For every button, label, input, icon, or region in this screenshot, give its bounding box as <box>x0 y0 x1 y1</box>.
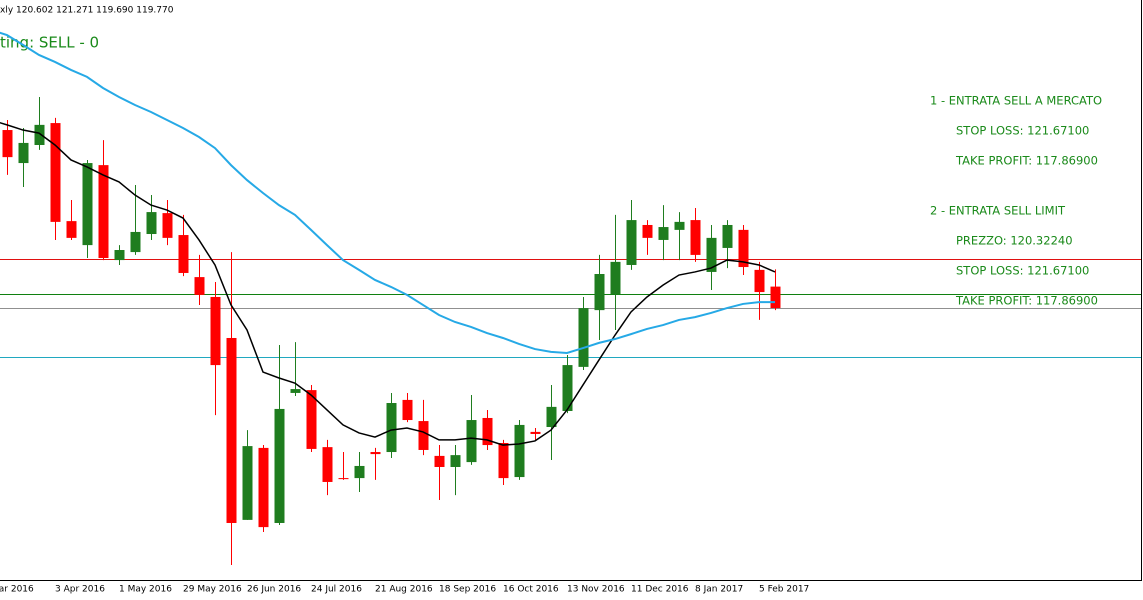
candle-body <box>258 447 269 528</box>
candle-body <box>306 390 317 449</box>
annotation-title: 2 - ENTRATA SELL LIMIT <box>930 204 1066 218</box>
candle-body <box>418 421 429 450</box>
candle-body <box>386 403 397 453</box>
candle-body <box>514 424 525 478</box>
candle-body <box>34 124 45 145</box>
annotation-title: 1 - ENTRATA SELL A MERCATO <box>930 94 1102 108</box>
candle-body <box>338 478 349 480</box>
candle-body <box>450 455 461 467</box>
candle-body <box>706 237 717 272</box>
x-tick-label: 16 Oct 2016 <box>503 585 559 595</box>
candle-body <box>626 220 637 265</box>
candle-body <box>690 220 701 255</box>
candle-body <box>290 389 301 393</box>
annotation-item: TAKE PROFIT: 117.86900 <box>955 154 1098 168</box>
x-tick-label: 18 Sep 2016 <box>439 585 496 595</box>
x-tick-label: 13 Nov 2016 <box>567 585 625 595</box>
candle-body <box>770 286 781 309</box>
candle-body <box>562 365 573 412</box>
candle-body <box>18 142 29 164</box>
x-tick-label: 3 Apr 2016 <box>55 585 105 595</box>
x-tick-label: 21 Aug 2016 <box>375 585 433 595</box>
annotation-item: STOP LOSS: 121.67100 <box>956 124 1089 138</box>
candle-body <box>130 231 141 253</box>
candle-body <box>226 337 237 523</box>
candle-body <box>498 442 509 479</box>
candle-body <box>658 227 669 240</box>
annotation-item: PREZZO: 120.32240 <box>956 234 1073 248</box>
candle-body <box>2 130 13 158</box>
candle-body <box>242 446 253 520</box>
x-tick-label: 11 Dec 2016 <box>631 585 689 595</box>
signal-text: ting: SELL - 0 <box>0 34 99 52</box>
candle-body <box>178 235 189 273</box>
x-tick-label: 5 Feb 2017 <box>759 585 809 595</box>
candle-body <box>754 269 765 293</box>
x-tick-label: 8 Jan 2017 <box>695 585 743 595</box>
candle-body <box>594 274 605 311</box>
candle-body <box>674 221 685 230</box>
candle-body <box>530 431 541 434</box>
candle-body <box>194 277 205 295</box>
candle-body <box>162 213 173 238</box>
x-tick-label: 26 Jun 2016 <box>247 585 301 595</box>
candle-body <box>210 296 221 366</box>
candle-body <box>578 308 589 367</box>
candle-body <box>546 406 557 428</box>
annotation-item: STOP LOSS: 121.67100 <box>956 264 1089 278</box>
ma-line <box>0 31 775 354</box>
candle-body <box>146 212 157 235</box>
ma-line <box>0 121 776 446</box>
x-tick-label: 24 Jul 2016 <box>311 585 362 595</box>
candle-body <box>114 250 125 261</box>
candle-body <box>402 399 413 421</box>
ohlc-header: xly 120.602 121.271 119.690 119.770 <box>0 6 174 16</box>
x-tick-label: Mar 2016 <box>0 585 34 595</box>
candle-body <box>642 224 653 238</box>
candle-body <box>354 465 365 479</box>
x-tick-label: 1 May 2016 <box>119 585 172 595</box>
candle-body <box>738 229 749 268</box>
candle-body <box>322 447 333 482</box>
candle-body <box>50 123 61 222</box>
candle-body <box>274 408 285 523</box>
candle-body <box>434 455 445 467</box>
candle-body <box>482 417 493 446</box>
candle-body <box>66 221 77 238</box>
candle-body <box>722 224 733 248</box>
x-tick-label: 29 May 2016 <box>183 585 242 595</box>
candle-body <box>370 452 381 455</box>
candle-body <box>610 261 621 295</box>
candle-body <box>82 163 93 246</box>
candle-body <box>466 420 477 463</box>
candle-body <box>98 165 109 259</box>
annotation-item: TAKE PROFIT: 117.86900 <box>955 294 1098 308</box>
